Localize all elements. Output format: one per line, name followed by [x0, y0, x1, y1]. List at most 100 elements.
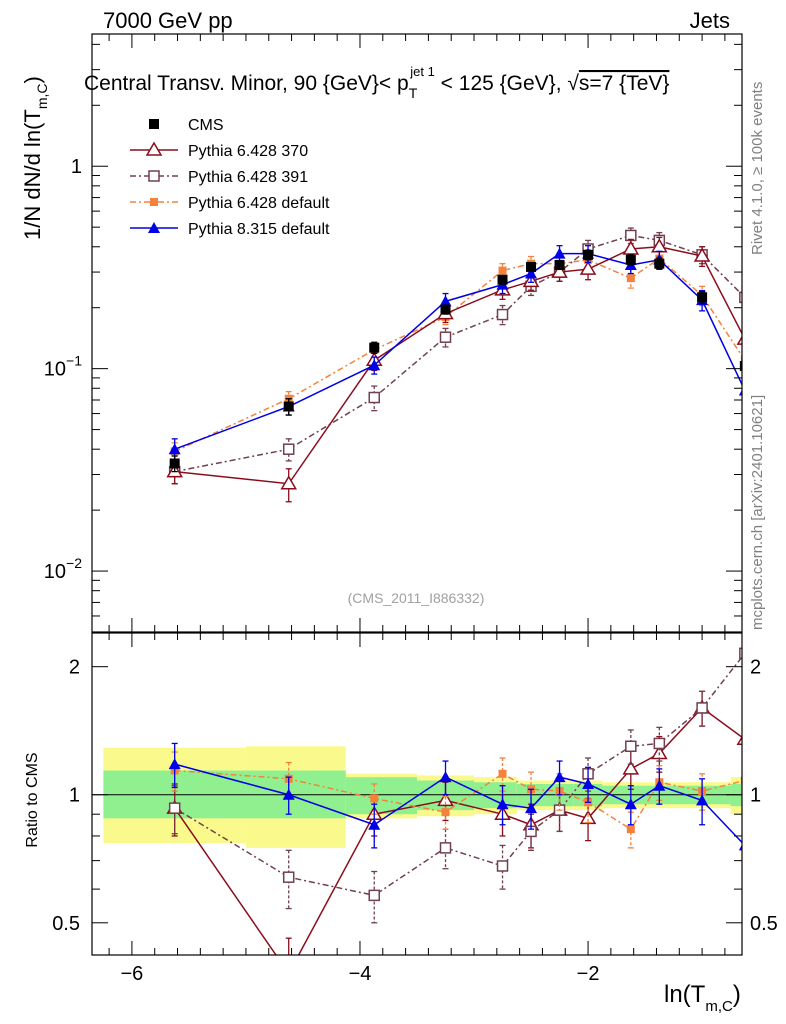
plot-title: Central Transv. Minor, 90 {GeV}< pTjet 1…	[84, 64, 669, 101]
main-pythia-6-428-default	[170, 249, 742, 462]
legend-entry-pythia-6-428-default: Pythia 6.428 default	[130, 195, 330, 212]
ratio-band-stat	[759, 779, 786, 812]
main-y-tick-label: 10−1	[44, 353, 82, 381]
ratio-point	[282, 871, 295, 883]
ratio-band-total	[759, 755, 786, 831]
main-cms	[169, 249, 778, 538]
ratio-point	[282, 788, 295, 800]
ratio-point	[626, 825, 635, 834]
ratio-point	[625, 740, 637, 753]
ratio-point	[282, 966, 296, 978]
ratio-point	[622, 760, 640, 775]
ratio-y-tick-label-left: 2	[69, 657, 80, 679]
legend-marker	[150, 198, 158, 206]
ratio-point	[498, 769, 507, 778]
ratio-point	[766, 672, 780, 684]
main-y-axis-label: 1/N dN/d ln(Tm,C)	[20, 76, 50, 240]
main-point	[736, 335, 742, 345]
main-point	[439, 331, 452, 343]
main-point	[168, 443, 181, 455]
main-point	[583, 249, 594, 260]
main-point	[579, 260, 597, 275]
main-y-tick-label: 10−2	[44, 555, 82, 583]
main-point	[368, 359, 381, 371]
ratio-point	[696, 702, 708, 714]
ratio-point	[496, 798, 509, 810]
main-point	[280, 475, 298, 490]
ratio-point	[653, 737, 666, 750]
x-tick-label: −6	[121, 963, 144, 985]
main-point	[526, 261, 537, 272]
ratio-point	[553, 771, 566, 783]
ratio-point	[439, 771, 452, 783]
main-point	[368, 391, 380, 404]
ratio-point	[168, 802, 181, 814]
main-pythia-6-428-370	[166, 236, 742, 503]
main-point	[525, 267, 538, 279]
legend-marker	[148, 222, 160, 233]
main-point	[369, 342, 380, 353]
ratio-point	[696, 794, 709, 806]
ratio-point	[736, 735, 742, 746]
legend-entry-pythia-8-315-default: Pythia 8.315 default	[130, 221, 330, 238]
x-axis-label: ln(Tm,C)	[664, 981, 741, 1015]
main-point	[626, 274, 635, 283]
ratio-y-tick-label-left: 0.5	[52, 913, 80, 935]
energy-label: 7000 GeV pp	[103, 8, 233, 33]
ratio-point	[738, 844, 742, 851]
ratio-point	[582, 777, 595, 789]
main-pythia-8-315-default	[168, 245, 779, 503]
ratio-pythia-6-428-391	[168, 634, 742, 924]
main-point	[693, 247, 711, 262]
main-line	[174, 252, 742, 450]
ratio-point	[653, 779, 666, 791]
ratio-point	[368, 818, 381, 830]
source-label: mcplots.cern.ch [arXiv:2401.10621]	[749, 395, 766, 630]
legend-label: Pythia 6.428 370	[188, 143, 308, 160]
main-point	[169, 458, 180, 469]
main-point	[625, 254, 636, 265]
ratio-point	[368, 889, 380, 902]
main-point	[282, 443, 295, 455]
ratio-y-tick-label-right: 2	[750, 657, 761, 679]
ratio-y-tick-label-left: 1	[69, 785, 80, 807]
legend-marker	[148, 170, 160, 182]
ratio-point	[579, 809, 597, 825]
main-point	[768, 528, 778, 538]
ratio-point	[370, 794, 379, 803]
x-tick-label: −4	[349, 963, 372, 985]
legend-label: Pythia 6.428 391	[188, 169, 308, 186]
legend-label: Pythia 6.428 default	[188, 195, 330, 212]
ratio-point	[525, 802, 538, 814]
main-plot-frame	[91, 33, 743, 633]
main-point	[551, 263, 568, 278]
main-point	[697, 292, 708, 303]
legend-marker	[145, 141, 163, 156]
ratio-point	[624, 798, 637, 810]
main-point	[654, 258, 665, 269]
main-point	[553, 247, 566, 259]
main-line	[174, 234, 742, 473]
main-point	[767, 492, 779, 503]
main-point	[497, 274, 508, 285]
main-point	[739, 361, 742, 372]
process-label: Jets	[690, 8, 730, 33]
ratio-y-tick-label-right: 0.5	[750, 913, 778, 935]
legend-entry-cms: CMS	[149, 117, 224, 134]
ratio-pythia-8-315-default	[168, 742, 742, 887]
legend-entry-pythia-6-428-370: Pythia 6.428 370	[130, 141, 308, 160]
main-point	[739, 291, 742, 304]
main-point	[768, 482, 778, 492]
main-y-tick-label: 1	[71, 156, 82, 178]
main-point	[622, 240, 640, 255]
ratio-point	[441, 808, 450, 817]
main-point	[496, 308, 509, 321]
main-point	[554, 260, 565, 271]
ratio-y-axis-label: Ratio to CMS	[24, 752, 41, 847]
main-point	[439, 295, 452, 307]
main-pythia-6-428-391	[168, 227, 778, 492]
rivet-version-label: Rivet 4.1.0, ≥ 100k events	[749, 82, 766, 255]
ratio-point	[496, 860, 509, 872]
main-point	[738, 389, 742, 396]
ratio-plot-frame	[91, 632, 743, 956]
